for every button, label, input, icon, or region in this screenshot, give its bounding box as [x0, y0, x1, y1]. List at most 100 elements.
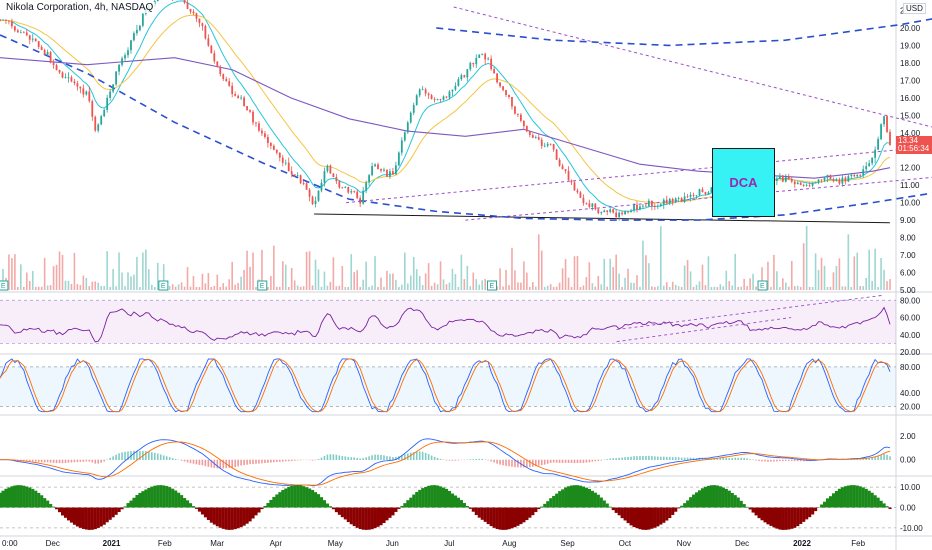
- macd-histogram-bar: [133, 450, 135, 461]
- candle-body: [603, 210, 606, 213]
- candle-body: [403, 132, 406, 141]
- macd-histogram-bar: [37, 459, 40, 462]
- volume-bar: [448, 282, 451, 290]
- candle-body: [674, 198, 677, 203]
- volume-bar: [496, 286, 498, 290]
- earnings-marker: [0, 280, 9, 291]
- bar-countdown: 01:56:34: [898, 144, 930, 153]
- volume-bar: [454, 274, 457, 290]
- volume-bar: [46, 285, 49, 290]
- volume-bar: [856, 252, 859, 290]
- candle-body: [636, 204, 638, 210]
- macd-histogram-bar: [61, 459, 64, 464]
- candle-body: [34, 38, 37, 42]
- candle-body: [883, 116, 885, 125]
- momentum-bar: [436, 485, 440, 508]
- momentum-bar: [269, 499, 273, 508]
- volume-bar: [543, 286, 546, 290]
- momentum-bar: [129, 500, 133, 508]
- volume-bar: [698, 281, 701, 290]
- volume-bar: [198, 286, 201, 290]
- candle-body: [130, 40, 132, 51]
- volume-bar: [451, 268, 454, 290]
- momentum-bar: [239, 507, 243, 528]
- candle-body: [847, 176, 850, 182]
- volume-bar: [380, 277, 382, 290]
- momentum-bar: [186, 500, 190, 508]
- candle-body: [213, 53, 216, 62]
- momentum-bar: [418, 489, 422, 508]
- candle-body: [73, 81, 76, 84]
- volume-bar: [785, 282, 787, 290]
- currency-label[interactable]: USD: [903, 3, 926, 14]
- momentum-bar: [165, 486, 169, 508]
- macd-histogram-bar: [356, 457, 358, 461]
- dca-annotation-box[interactable]: DCA: [712, 148, 775, 217]
- candle-body: [618, 212, 621, 218]
- volume-bar: [43, 257, 46, 290]
- macd-histogram-bar: [865, 458, 867, 461]
- macd-histogram-bar: [529, 459, 531, 468]
- momentum-bar: [406, 500, 410, 508]
- momentum-bar: [715, 485, 719, 508]
- volume-bar: [219, 286, 222, 290]
- volume-bar: [862, 286, 865, 290]
- candle-body: [216, 61, 219, 67]
- candle-body: [653, 206, 656, 207]
- volume-bar: [868, 249, 870, 290]
- momentum-bar: [697, 490, 702, 508]
- momentum-bar: [495, 507, 499, 530]
- candle-body: [496, 73, 498, 83]
- candle-body: [537, 137, 540, 140]
- volume-bar: [243, 269, 245, 290]
- macd-histogram-bar: [100, 459, 103, 463]
- price-tick-label: 6.00: [900, 269, 916, 278]
- volume-bar: [787, 286, 790, 290]
- macd-histogram-bar: [353, 457, 356, 461]
- volume-bar: [270, 276, 272, 290]
- macd-histogram-bar: [359, 458, 361, 461]
- macd-histogram-bar: [785, 459, 787, 461]
- macd-histogram-bar: [338, 455, 341, 461]
- momentum-bar: [775, 507, 779, 529]
- macd-histogram-bar: [862, 458, 865, 461]
- volume-bar: [657, 286, 659, 290]
- volume-bar: [353, 272, 356, 290]
- volume-bar: [195, 286, 198, 290]
- candle-body: [686, 196, 689, 198]
- volume-bar: [377, 286, 379, 290]
- candle-body: [650, 200, 653, 207]
- macd-histogram-bar: [267, 459, 269, 463]
- candle-body: [543, 145, 546, 147]
- momentum-bar: [692, 494, 696, 508]
- momentum-bar: [206, 507, 210, 521]
- volume-bar: [627, 268, 629, 290]
- volume-bar: [802, 243, 805, 290]
- volume-bar: [151, 284, 153, 290]
- macd-histogram-bar: [767, 459, 769, 462]
- volume-bar: [457, 286, 460, 290]
- momentum-bar: [552, 495, 556, 508]
- candle-body: [141, 13, 144, 26]
- momentum-bar: [793, 507, 797, 528]
- volume-bar: [91, 281, 94, 290]
- momentum-bar: [653, 507, 657, 528]
- momentum-bar: [882, 503, 886, 508]
- momentum-bar: [837, 488, 841, 508]
- momentum-bar: [230, 507, 234, 530]
- momentum-bar: [647, 507, 651, 530]
- price-tick-label: 9.00: [900, 216, 916, 225]
- volume-bar: [320, 286, 323, 290]
- volume-bar: [109, 286, 111, 290]
- macd-histogram-bar: [543, 459, 546, 465]
- momentum-bar: [424, 486, 428, 508]
- volume-bar: [439, 261, 442, 290]
- volume-bar: [156, 262, 159, 290]
- volume-bar: [341, 266, 344, 290]
- macd-histogram-bar: [389, 456, 391, 461]
- volume-bar: [210, 286, 213, 290]
- volume-bar: [31, 271, 34, 290]
- candle-body: [808, 184, 811, 186]
- candle-body: [320, 182, 323, 191]
